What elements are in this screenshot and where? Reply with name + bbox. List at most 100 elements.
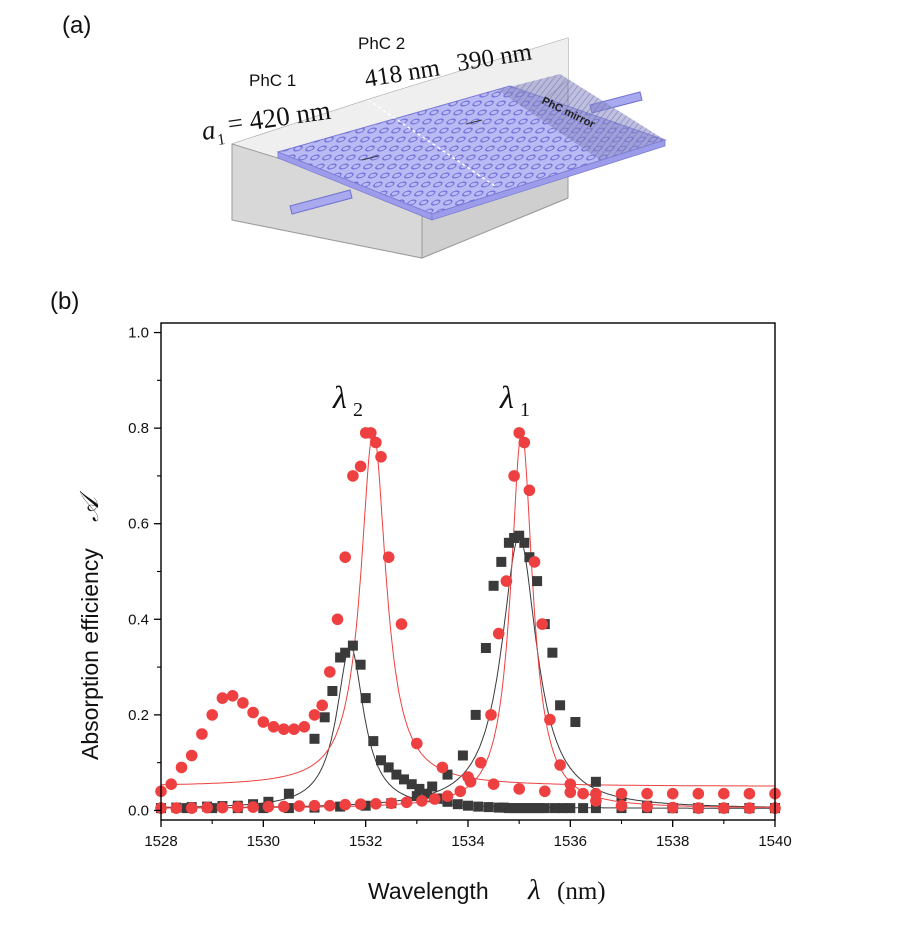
data-point-s3-25	[500, 575, 513, 587]
data-point-s0-16	[360, 693, 371, 704]
data-point-s0-20	[391, 769, 402, 780]
data-point-s3-3	[201, 801, 213, 814]
data-point-s2-20	[347, 470, 359, 482]
data-point-s3-22	[475, 756, 487, 769]
data-point-s1-11	[427, 781, 438, 792]
data-point-s0-18	[376, 755, 386, 766]
data-point-s3-37	[615, 799, 628, 812]
data-point-s3-4	[216, 801, 229, 814]
phc2-label: PhC 2	[358, 34, 405, 53]
device-schematic: PhC 1 PhC 2 a 1 = 420 nm 418 nm 390 nm P…	[200, 34, 667, 259]
data-point-s0-9	[309, 733, 320, 744]
data-point-s1-10	[411, 791, 422, 802]
data-point-s3-5	[232, 801, 244, 813]
data-point-s0-19	[383, 762, 394, 773]
data-point-s3-19	[441, 790, 454, 802]
data-point-s2-18	[331, 613, 344, 626]
data-point-s0-41	[550, 803, 560, 814]
data-point-s2-8	[237, 697, 249, 709]
data-point-s1-18	[503, 537, 514, 548]
data-point-s1-28	[590, 776, 601, 787]
data-point-s2-28	[411, 737, 423, 750]
data-point-s3-34	[564, 778, 577, 790]
x-tick-label-1: 1530	[247, 833, 280, 850]
data-point-s3-41	[718, 802, 730, 814]
data-point-s3-28	[518, 436, 531, 449]
panel-b-label: (b)	[50, 288, 80, 315]
data-point-s1-20	[514, 530, 525, 541]
data-point-s3-40	[692, 802, 705, 814]
x-tick-label-5: 1538	[656, 833, 689, 850]
data-point-s2-2	[175, 761, 188, 774]
peak-lambda1-symbol: λ	[499, 379, 514, 415]
data-point-s2-9	[247, 706, 259, 719]
data-point-s2-5	[206, 709, 218, 721]
data-point-s2-27	[395, 618, 408, 630]
data-point-s2-36	[615, 787, 628, 800]
data-point-s0-34	[509, 803, 520, 814]
phc1-label: PhC 1	[249, 71, 296, 90]
data-point-s0-14	[347, 640, 358, 651]
data-point-s2-6	[216, 692, 229, 704]
data-point-s0-45	[590, 803, 601, 814]
data-point-s3-36	[590, 795, 602, 807]
data-point-s3-10	[308, 799, 321, 812]
region-divider	[367, 99, 496, 187]
data-point-s1-21	[519, 537, 530, 548]
data-point-s2-11	[267, 721, 280, 733]
data-point-s3-29	[523, 484, 536, 497]
data-point-s0-38	[529, 803, 540, 814]
data-points	[155, 427, 781, 814]
axis-ticks: 1528 1530 1532 1534 1536 1538 1540 0.0 0.2 0.4 0.6…	[128, 325, 792, 850]
data-point-s1-27	[570, 717, 581, 727]
data-point-s3-24	[492, 627, 505, 640]
data-point-s2-25	[375, 451, 387, 463]
data-point-s3-11	[324, 799, 336, 812]
data-point-s3-26	[508, 470, 520, 482]
data-point-s2-34	[564, 786, 577, 799]
data-point-s0-43	[565, 803, 576, 814]
data-point-s3-20	[454, 785, 467, 798]
x-axis-label-text: Wavelength	[368, 878, 489, 904]
data-point-s2-32	[513, 783, 525, 795]
data-point-s2-4	[196, 728, 208, 740]
x-axis-label-unit: (nm)	[557, 878, 606, 905]
fit-curve-3	[161, 431, 775, 809]
data-point-s1-14	[470, 709, 481, 720]
data-point-s0-33	[503, 803, 514, 814]
data-point-s3-23	[485, 709, 497, 721]
data-point-s2-39	[692, 787, 705, 800]
data-point-s2-19	[339, 551, 352, 563]
data-point-s0-35	[514, 803, 525, 814]
data-point-s1-17	[496, 556, 507, 567]
data-point-s0-32	[498, 802, 509, 813]
data-point-s0-17	[368, 736, 379, 747]
y-axis-label-symbol: 𝒜	[75, 490, 104, 522]
data-point-s0-39	[534, 803, 545, 814]
data-point-s1-16	[488, 580, 499, 591]
y-axis-label-text: Absorption efficiency	[77, 548, 103, 760]
data-point-s1-19	[509, 533, 520, 543]
data-point-s1-26	[555, 700, 566, 711]
data-point-s2-26	[382, 551, 395, 563]
data-point-s2-21	[354, 460, 367, 473]
data-point-s2-10	[257, 716, 270, 728]
data-point-s2-23	[365, 427, 377, 439]
data-point-s3-42	[743, 802, 756, 814]
data-point-s0-12	[335, 652, 346, 663]
data-point-s0-23	[414, 783, 425, 794]
data-point-s2-14	[298, 721, 311, 733]
x-tick-label-3: 1534	[451, 833, 484, 850]
y-tick-label-1: 0.2	[128, 707, 149, 724]
data-point-s2-17	[324, 666, 336, 678]
fit-curve-1	[161, 536, 775, 809]
data-point-s2-31	[487, 778, 500, 790]
data-point-s0-15	[355, 659, 366, 670]
data-point-s0-24	[422, 788, 433, 799]
data-point-s2-29	[436, 761, 449, 774]
data-point-s3-8	[278, 800, 290, 813]
data-point-s3-31	[536, 618, 548, 630]
data-point-s0-29	[473, 801, 484, 812]
a1-symbol: a	[200, 114, 218, 146]
